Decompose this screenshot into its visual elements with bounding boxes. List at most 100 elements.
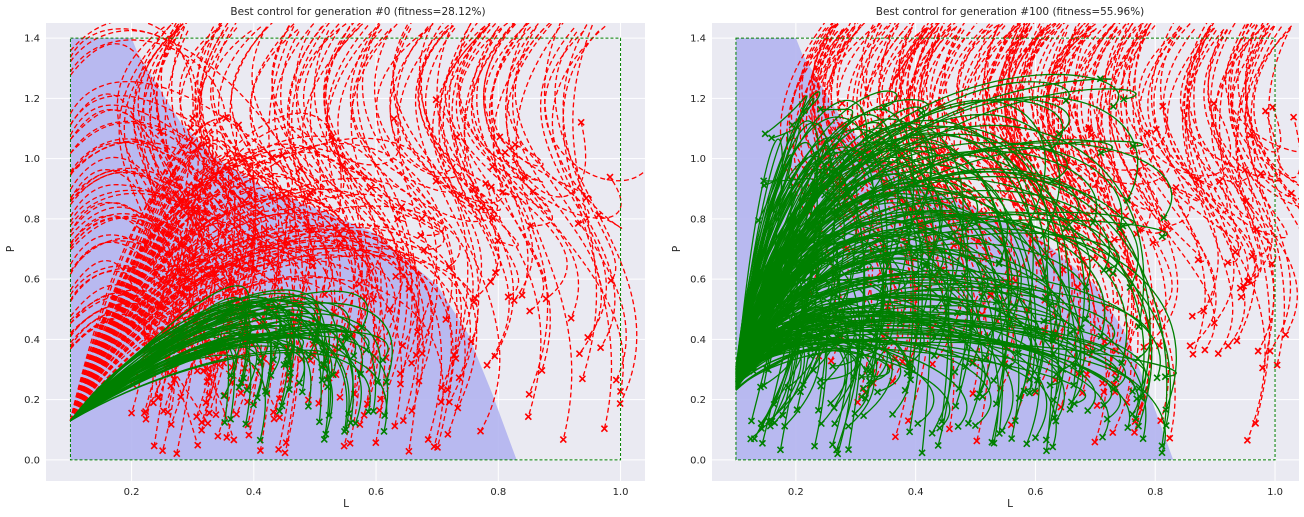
failure-trajectory <box>1049 26 1077 206</box>
failure-end-marker <box>154 394 162 402</box>
domain-box <box>69 37 622 461</box>
failure-trajectory <box>69 137 469 421</box>
x-tick-label: 0.8 <box>1147 487 1163 498</box>
success-end-marker <box>998 426 1006 435</box>
y-tick-label: 1.0 <box>24 154 40 165</box>
success-trajectory <box>735 113 900 371</box>
success-end-marker <box>256 358 264 366</box>
success-end-marker <box>298 388 306 396</box>
failure-end-marker <box>1130 428 1139 436</box>
success-end-marker <box>838 315 846 323</box>
failure-trajectory <box>455 23 551 371</box>
success-end-marker <box>969 359 977 367</box>
success-trajectory <box>735 338 1063 386</box>
failure-end-marker <box>275 395 283 403</box>
failure-trajectory <box>325 23 444 235</box>
chart-panel-gen100: Best control for generation #100 (fitnes… <box>671 6 1299 510</box>
failure-end-marker <box>1172 184 1180 192</box>
failure-trajectory <box>1250 26 1283 182</box>
success-end-marker <box>1124 423 1132 432</box>
failure-trajectory <box>1015 30 1064 331</box>
failure-trajectory <box>69 317 154 420</box>
failure-end-marker <box>1246 131 1255 139</box>
failure-end-marker <box>1194 256 1202 264</box>
failure-trajectory <box>69 206 209 370</box>
failure-end-marker <box>1287 189 1295 197</box>
success-end-marker <box>911 271 919 279</box>
success-end-marker <box>1008 434 1016 443</box>
success-end-marker <box>955 384 963 393</box>
failure-trajectory <box>830 23 930 228</box>
x-tick-label: 0.2 <box>788 487 804 498</box>
success-end-marker <box>1048 145 1056 153</box>
failure-trajectory <box>1231 25 1299 185</box>
failure-trajectory <box>1138 31 1266 441</box>
failure-end-marker <box>386 305 394 313</box>
x-tick-label: 1.0 <box>1267 487 1283 498</box>
failure-end-marker <box>600 425 608 433</box>
failure-trajectory <box>69 172 310 421</box>
failure-trajectory <box>1001 29 1097 166</box>
failure-end-marker <box>199 367 207 375</box>
failure-trajectory <box>156 24 251 415</box>
failure-end-marker <box>1233 337 1241 345</box>
success-end-marker <box>1052 370 1060 378</box>
success-end-marker <box>952 402 960 410</box>
failure-trajectory <box>69 241 205 372</box>
failure-end-marker <box>1266 347 1274 355</box>
failure-trajectory <box>822 29 899 368</box>
failure-end-marker <box>150 442 158 450</box>
success-end-marker <box>243 386 251 394</box>
failure-trajectory <box>451 25 515 357</box>
success-end-marker <box>1077 369 1085 378</box>
success-trajectory <box>735 211 1118 384</box>
success-end-marker <box>1120 95 1128 103</box>
failure-trajectory <box>996 27 1073 337</box>
failure-trajectory <box>812 28 866 157</box>
success-end-marker <box>781 422 789 430</box>
success-end-marker <box>820 160 828 169</box>
failure-end-marker <box>346 439 354 447</box>
failure-trajectory <box>505 27 587 198</box>
failure-trajectory <box>543 23 623 229</box>
failure-trajectory <box>876 27 994 259</box>
failure-trajectory <box>912 27 989 222</box>
failure-end-marker <box>408 359 416 367</box>
failure-end-marker <box>904 417 912 425</box>
failure-trajectory <box>69 39 227 119</box>
failure-end-marker <box>204 365 212 373</box>
success-end-marker <box>888 410 897 418</box>
success-end-marker <box>1160 214 1168 222</box>
failure-end-marker <box>1188 312 1196 320</box>
success-trajectory <box>69 313 381 422</box>
failure-trajectory <box>1091 27 1154 433</box>
y-tick-label: 0.0 <box>24 455 40 466</box>
failure-trajectory <box>69 192 242 268</box>
failure-trajectory <box>308 29 344 214</box>
failure-end-marker <box>575 350 583 358</box>
chart-panel-gen0: Best control for generation #0 (fitness=… <box>5 6 645 510</box>
failure-trajectory <box>69 226 438 422</box>
failure-end-marker <box>1101 304 1110 312</box>
failure-end-marker <box>456 191 464 199</box>
failure-end-marker <box>392 272 400 281</box>
failure-trajectory <box>812 23 890 384</box>
failure-trajectory <box>489 26 622 219</box>
success-end-marker <box>990 376 998 384</box>
success-end-marker <box>968 323 976 331</box>
success-end-marker <box>829 362 837 370</box>
failure-trajectory <box>350 23 483 223</box>
failure-trajectory <box>470 31 519 164</box>
success-end-marker <box>934 441 942 449</box>
failure-end-marker <box>189 114 197 122</box>
success-end-marker <box>995 260 1003 268</box>
failure-trajectory <box>512 26 603 355</box>
failure-trajectory <box>389 23 458 174</box>
failure-trajectory <box>1237 23 1299 187</box>
success-end-marker <box>873 388 882 396</box>
failure-trajectory <box>514 23 627 381</box>
failure-end-marker <box>245 431 253 439</box>
success-end-marker <box>865 133 873 141</box>
y-tick-label: 1.4 <box>24 34 40 45</box>
plot-content <box>69 23 645 461</box>
